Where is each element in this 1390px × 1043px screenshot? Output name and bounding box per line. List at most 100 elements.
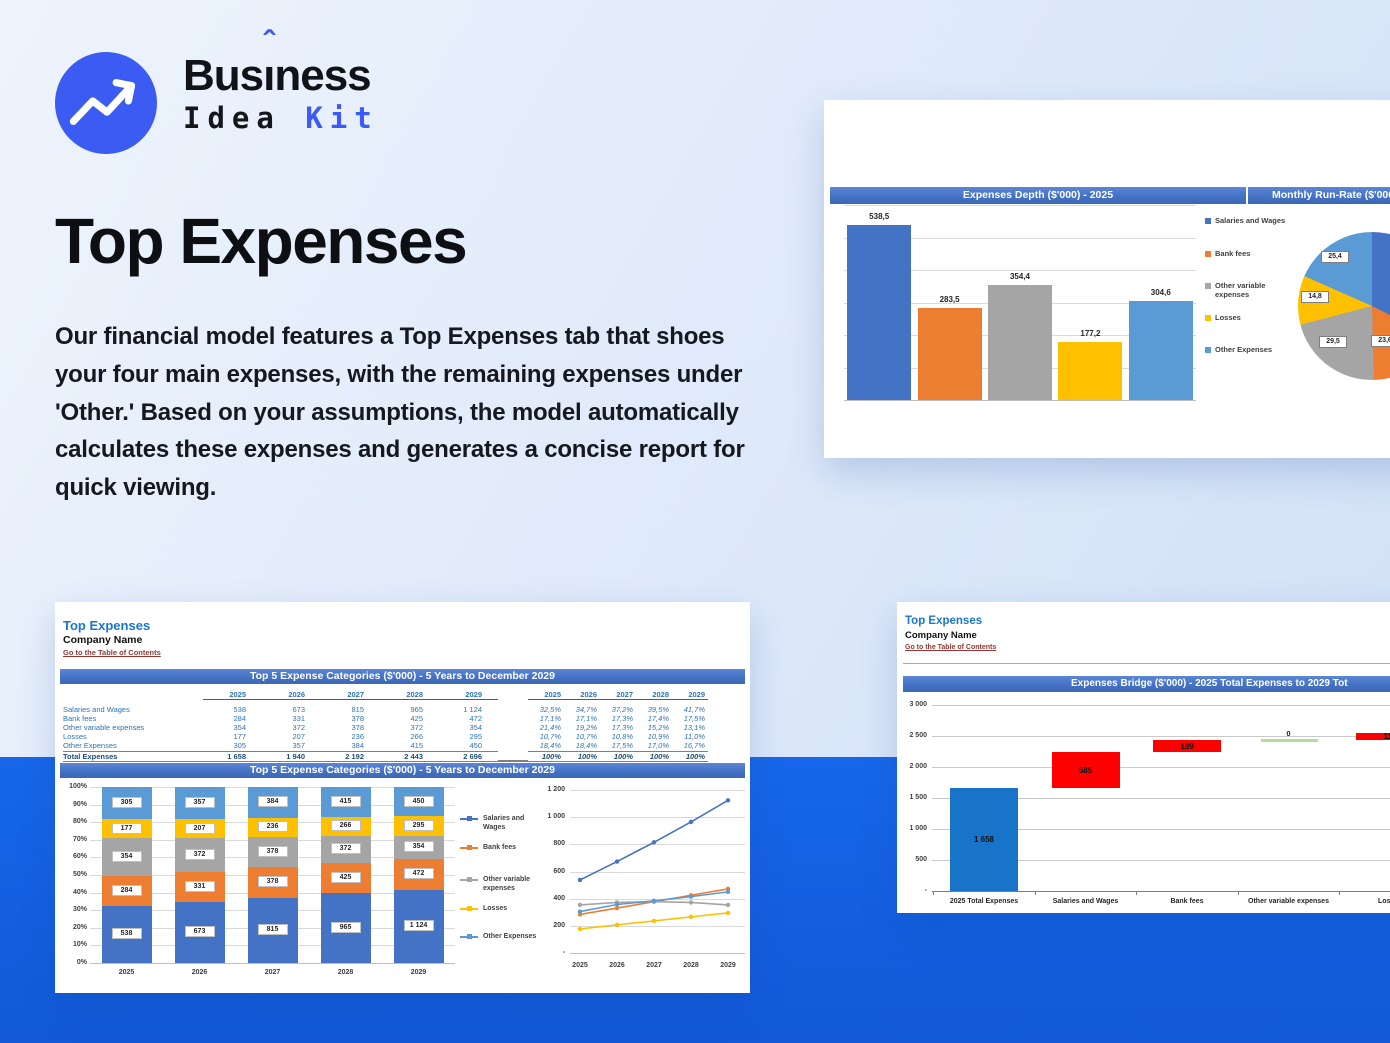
y-axis-tick-label: 600: [553, 867, 565, 875]
data-point: [688, 914, 694, 920]
data-point: [651, 918, 657, 924]
table-cell: 2028: [380, 690, 439, 700]
table-cell: 305: [233, 741, 246, 750]
table-of-contents-link[interactable]: Go to the Table of Contents: [905, 644, 997, 651]
expenses-bridge-sheet-card: Top Expenses Company Name Go to the Tabl…: [897, 602, 1390, 913]
table-cell: 100%: [528, 751, 564, 762]
table-cell: 965: [410, 705, 423, 714]
table-cell: 100%: [564, 751, 600, 762]
table-cell: 815: [351, 705, 364, 714]
x-axis-tick-label: 2029: [410, 969, 427, 976]
table-cell: 2 443: [380, 751, 439, 762]
bridge-bar-losses: [1356, 732, 1390, 741]
table-cell: 673: [292, 705, 305, 714]
y-axis-tick-label: 1 200: [547, 786, 565, 793]
pie-slice-label: 29,5: [1319, 336, 1347, 348]
expense-trend-line-chart: 1 200 1 000 800 600 400 200-2025 2026 2027 2028 2…: [55, 602, 750, 993]
data-point: [725, 910, 731, 916]
segment-value-label: 450: [403, 795, 434, 807]
bridge-zero-line-other-variable-expenses: [1260, 739, 1318, 742]
row-label: Losses: [63, 732, 87, 741]
segment-value-label: 354: [403, 841, 434, 853]
bridge-bar-bank-fees: [1153, 740, 1221, 752]
table-cell: 384: [351, 741, 364, 750]
table-cell: 2027: [600, 690, 636, 700]
segment-value-label: 331: [184, 880, 215, 892]
bar-losses: [1058, 342, 1123, 400]
table-cell: 100%: [600, 751, 636, 762]
y-axis-tick-label: 2 000: [909, 763, 927, 770]
y-axis-tick-label: 70%: [72, 835, 87, 843]
data-point: [614, 902, 620, 907]
bridge-value-label: 1 658: [973, 835, 995, 845]
table-cell: 10,7%: [575, 732, 597, 741]
gridline: [932, 829, 1390, 830]
x-axis-line: [932, 891, 1390, 892]
monthly-run-rate-pie-chart: 25,4 14,8 29,5 23,6: [824, 100, 1390, 458]
table-cell: 472: [469, 714, 482, 723]
x-axis-tick-label: 2029: [720, 962, 736, 969]
bar-other-expenses: [1128, 301, 1193, 400]
segment-value-label: 305: [111, 797, 142, 809]
line-chart-svg: [577, 798, 731, 932]
segment-value-label: 284: [111, 884, 142, 896]
bridge-bar-salaries-and-wages: [1051, 751, 1120, 789]
segment-value-label: 384: [257, 796, 288, 808]
table-cell: 17,5%: [611, 741, 633, 750]
table-cell: 2026: [262, 690, 321, 700]
table-cell: 11,0%: [684, 732, 705, 741]
x-axis-tick-label: 2027: [264, 969, 281, 976]
data-point: [725, 798, 731, 803]
table-cell: 37,2%: [611, 705, 633, 714]
data-point: [651, 898, 657, 904]
charts-screenshot-card: Expenses Depth ($'000) - 2025 Monthly Ru…: [824, 100, 1390, 458]
page-title: Top Expenses: [55, 205, 468, 277]
bar-salaries-and-wages: [847, 224, 912, 400]
row-label: Total Expenses: [63, 751, 203, 762]
expenses-bridge-waterfall-chart: 3 000 2 500 2 000 1 500 1 000 500 - 1 658 2025 T…: [897, 602, 1390, 913]
brand-logo: Busı ˆ ness Idea Kit: [55, 27, 655, 160]
table-cell: 2029: [439, 690, 498, 700]
y-axis-tick-label: -: [562, 949, 565, 956]
segment-value-label: 1 124: [403, 920, 434, 932]
table-cell: 2026: [564, 690, 600, 700]
legend-marker-dot: [467, 906, 472, 911]
table-cell: 2025: [203, 690, 262, 700]
bar-value-label: 304,6: [1150, 288, 1171, 297]
table-cell: 378: [351, 723, 364, 732]
axis-tick: [933, 891, 935, 895]
table-cell: 34,7%: [575, 705, 597, 714]
gridline: [932, 767, 1390, 768]
x-axis-tick-label: 2025: [572, 962, 588, 969]
expense-table: 2025 2026 2027 2028 2029 2025 2026 2027 2028 2029…: [63, 688, 723, 762]
legend-label: Other variable expenses: [483, 876, 531, 892]
table-cell: 17,5%: [683, 714, 705, 723]
table-cell: 236: [351, 732, 364, 741]
sheet-title: Top Expenses: [905, 615, 983, 627]
table-cell: 17,3%: [611, 723, 633, 732]
gridline: [932, 705, 1390, 706]
top-expenses-sheet-card: Top Expenses Company Name Go to the Tabl…: [55, 602, 750, 993]
gridline: [932, 798, 1390, 799]
table-of-contents-link[interactable]: Go to the Table of Contents: [63, 648, 161, 657]
table-cell: 2027: [321, 690, 380, 700]
y-axis-tick-label: 30%: [72, 906, 87, 914]
table-cell: 10,7%: [539, 732, 561, 741]
circumflex-accent: ˆ: [263, 25, 274, 63]
pie-chart-title-bar: Monthly Run-Rate ($'000: [1248, 187, 1390, 204]
segment-value-label: 538: [111, 928, 142, 940]
table-title-bar: Top 5 Expense Categories ($'000) - 5 Yea…: [60, 669, 745, 684]
bar-value-label: 177,2: [1080, 329, 1101, 339]
pie-slice-label: 23,6: [1371, 335, 1390, 347]
sheet-title: Top Expenses: [63, 618, 151, 633]
y-axis-tick-label: 100%: [69, 783, 87, 790]
table-cell: 2 696: [439, 751, 498, 762]
pie-slice-label: 25,4: [1321, 251, 1349, 263]
table-cell: 100%: [636, 751, 672, 762]
table-cell: 17,1%: [539, 714, 561, 723]
legend-swatch-other-expenses: [1205, 347, 1211, 353]
data-point: [688, 894, 694, 899]
legend-label: Losses: [1215, 313, 1241, 322]
y-axis-tick-label: 1 000: [909, 825, 927, 832]
legend-label: Salaries and Wages: [1215, 216, 1286, 225]
